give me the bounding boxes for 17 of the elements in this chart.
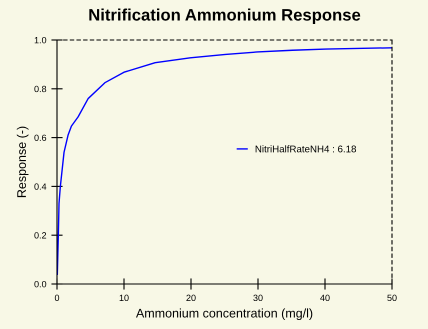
- y-tick-label: 0.4: [34, 183, 46, 190]
- x-tick-label: 40: [320, 294, 330, 302]
- y-tick-label: 0.8: [34, 86, 46, 92]
- line-series: [57, 47, 392, 275]
- x-tick-label: 0: [54, 294, 60, 302]
- legend-label: NitriHalfRateNH4 : 6.18: [256, 145, 356, 152]
- x-tick-label: 50: [387, 294, 397, 302]
- y-tick-label: 1.0: [34, 36, 46, 44]
- chart-title: Nitrification Ammonium Response: [89, 8, 360, 24]
- y-tick-label: 0.0: [34, 280, 46, 288]
- y-tick-label: 0.6: [34, 134, 46, 141]
- x-tick-label: 30: [253, 294, 263, 302]
- x-tick-label: 10: [120, 294, 129, 302]
- y-tick-label: 0.2: [34, 232, 46, 239]
- y-axis-title: Response (-): [16, 126, 28, 198]
- x-tick-label: 20: [186, 294, 196, 302]
- x-axis-title: Ammonium concentration (mg/l): [136, 308, 312, 320]
